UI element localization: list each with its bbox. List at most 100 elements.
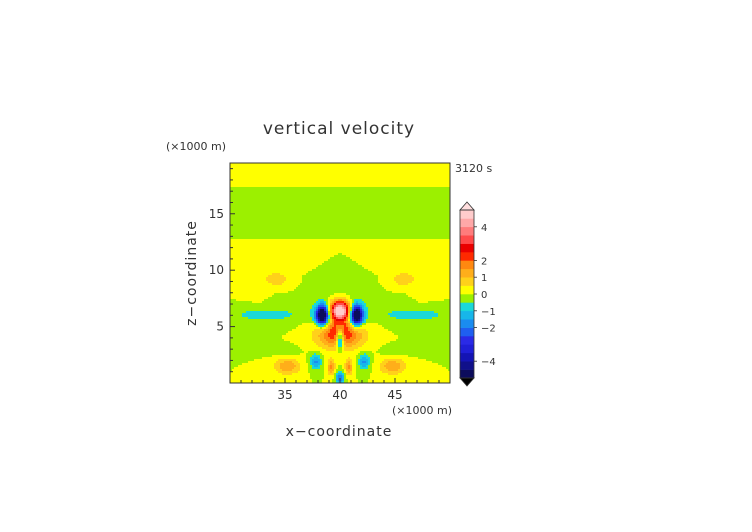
contour-cell — [248, 169, 251, 172]
contour-cell — [356, 219, 359, 222]
contour-cell — [254, 175, 257, 178]
contour-cell — [230, 253, 233, 256]
contour-cell — [374, 193, 377, 196]
contour-cell — [298, 233, 301, 236]
contour-cell — [232, 183, 235, 186]
contour-cell — [420, 163, 423, 166]
contour-cell — [370, 207, 373, 210]
contour-cell — [308, 233, 311, 236]
contour-cell — [264, 185, 267, 188]
contour-cell — [312, 239, 315, 242]
contour-cell — [280, 239, 283, 242]
contour-cell — [344, 241, 347, 244]
contour-cell — [386, 223, 389, 226]
contour-cell — [396, 219, 399, 222]
contour-cell — [246, 171, 249, 174]
contour-cell — [384, 175, 387, 178]
contour-cell — [272, 175, 275, 178]
contour-cell — [396, 173, 399, 176]
contour-cell — [348, 251, 351, 254]
contour-cell — [238, 203, 241, 206]
contour-cell — [380, 229, 383, 232]
contour-cell — [294, 169, 297, 172]
contour-cell — [398, 217, 401, 220]
contour-cell — [362, 213, 365, 216]
contour-cell — [278, 229, 281, 232]
contour-cell — [444, 247, 447, 250]
contour-cell — [310, 213, 313, 216]
contour-cell — [382, 221, 385, 224]
contour-cell — [240, 169, 243, 172]
contour-cell — [348, 199, 351, 202]
contour-cell — [420, 247, 423, 250]
contour-cell — [418, 227, 421, 230]
contour-cell — [382, 245, 385, 248]
contour-cell — [278, 163, 281, 166]
contour-cell — [272, 225, 275, 228]
contour-cell — [330, 235, 333, 238]
contour-cell — [338, 229, 341, 232]
contour-cell — [294, 237, 297, 240]
contour-cell — [238, 215, 241, 218]
y-unit-label: (×1000 m) — [166, 140, 226, 153]
contour-cell — [320, 199, 323, 202]
contour-cell — [300, 205, 303, 208]
contour-cell — [354, 231, 357, 234]
contour-cell — [424, 227, 427, 230]
contour-cell — [288, 173, 291, 176]
contour-cell — [418, 201, 421, 204]
contour-cell — [352, 195, 355, 198]
contour-cell — [390, 179, 393, 182]
contour-cell — [324, 211, 327, 214]
contour-cell — [248, 189, 251, 192]
contour-cell — [330, 203, 333, 206]
contour-cell — [400, 245, 403, 248]
contour-cell — [378, 211, 381, 214]
contour-cell — [336, 249, 339, 252]
contour-cell — [448, 227, 450, 230]
contour-cell — [250, 195, 253, 198]
contour-cell — [298, 215, 301, 218]
contour-cell — [388, 203, 391, 206]
contour-cell — [362, 173, 365, 176]
contour-cell — [286, 223, 289, 226]
contour-cell — [382, 227, 385, 230]
contour-cell — [234, 177, 237, 180]
contour-cell — [350, 175, 353, 178]
contour-cell — [366, 237, 369, 240]
contour-cell — [342, 185, 345, 188]
contour-cell — [430, 209, 433, 212]
contour-cell — [274, 207, 277, 210]
contour-cell — [350, 197, 353, 200]
contour-cell — [326, 175, 329, 178]
contour-cell — [336, 195, 339, 198]
contour-cell — [252, 173, 255, 176]
contour-cell — [260, 251, 263, 254]
contour-cell — [346, 171, 349, 174]
contour-cell — [380, 205, 383, 208]
contour-cell — [414, 183, 417, 186]
contour-cell — [254, 245, 257, 248]
contour-cell — [416, 175, 419, 178]
contour-cell — [232, 237, 235, 240]
contour-cell — [242, 169, 245, 172]
contour-cell — [358, 191, 361, 194]
contour-cell — [398, 223, 401, 226]
contour-cell — [384, 193, 387, 196]
contour-cell — [428, 241, 431, 244]
contour-cell — [314, 185, 317, 188]
contour-cell — [308, 191, 311, 194]
contour-cell — [252, 177, 255, 180]
contour-cell — [268, 175, 271, 178]
contour-cell — [350, 183, 353, 186]
contour-cell — [276, 235, 279, 238]
contour-cell — [352, 243, 355, 246]
contour-cell — [272, 245, 275, 248]
contour-cell — [292, 185, 295, 188]
contour-cell — [312, 213, 315, 216]
contour-cell — [338, 203, 341, 206]
contour-cell — [240, 233, 243, 236]
contour-cell — [242, 213, 245, 216]
contour-cell — [364, 245, 367, 248]
contour-cell — [274, 173, 277, 176]
